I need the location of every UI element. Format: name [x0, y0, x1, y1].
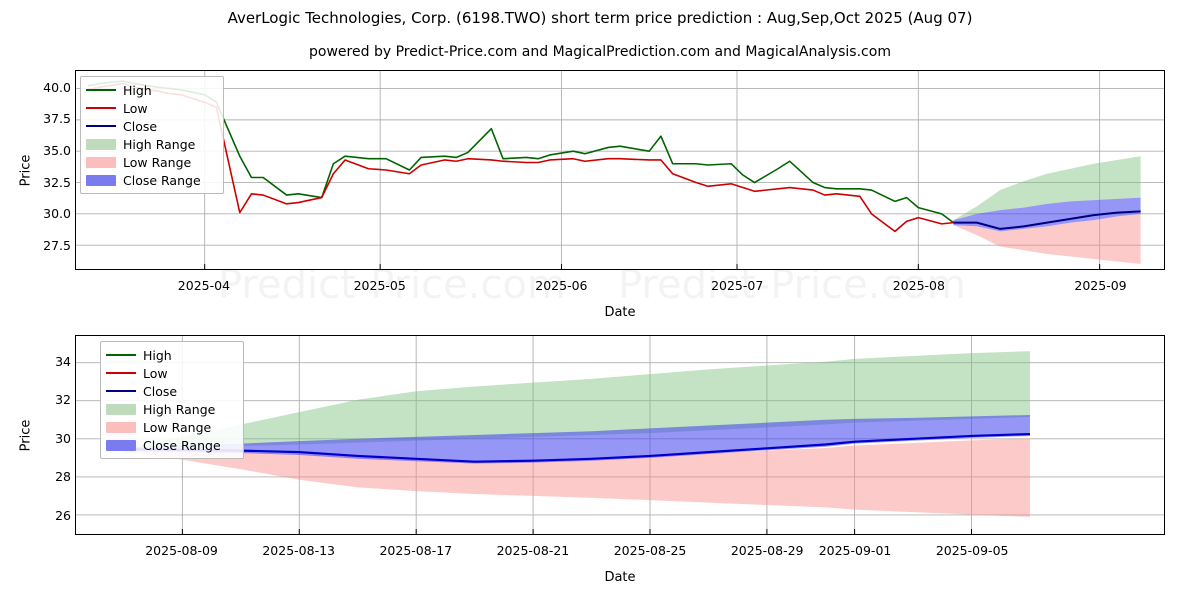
y-axis-tick: 34	[55, 353, 71, 369]
legend-item-close-range: Close Range	[86, 171, 216, 189]
x-axis-tick: 2025-04	[177, 278, 231, 293]
legend-item-close: Close	[86, 117, 216, 135]
y-axis-tick: 32.5	[43, 174, 71, 190]
x-axis-tick: 2025-08-25	[613, 543, 687, 558]
x-axis-label-bottom: Date	[604, 570, 636, 585]
legend-label: Close	[123, 118, 158, 134]
legend-label: Low	[143, 365, 168, 381]
forecast-detail-plot	[75, 335, 1165, 535]
legend-swatch-high-range-icon	[86, 139, 116, 150]
x-axis-tick: 2025-09-01	[818, 543, 892, 558]
y-axis-tick: 30	[55, 430, 71, 446]
x-axis-tick: 2025-09-05	[935, 543, 1009, 558]
legend-swatch-close-range-icon	[86, 175, 116, 186]
y-axis-tick: 26	[55, 507, 71, 523]
legend-label: Low Range	[123, 154, 192, 170]
x-axis-tick: 2025-09	[1074, 278, 1127, 293]
legend-swatch-high-icon	[106, 348, 136, 362]
legend-swatch-low-range-icon	[106, 422, 136, 433]
x-axis-tick: 2025-05	[353, 278, 406, 293]
legend-label: Low	[123, 100, 148, 116]
legend-item-high-range: High Range	[106, 400, 236, 418]
legend-label: High	[143, 347, 172, 363]
legend-bottom: High Low Close High Range Low Range Close Ran…	[100, 341, 244, 459]
legend-label: Low Range	[143, 419, 212, 435]
legend-item-close-range: Close Range	[106, 436, 236, 454]
y-axis-tick: 28	[55, 469, 71, 485]
legend-item-low: Low	[86, 99, 216, 117]
legend-swatch-low-icon	[86, 101, 116, 115]
legend-item-high-range: High Range	[86, 135, 216, 153]
page-title: AverLogic Technologies, Corp. (6198.TWO)…	[227, 9, 973, 27]
legend-label: Close Range	[123, 172, 201, 188]
legend-top: High Low Close High Range Low Range Close Ran…	[80, 76, 224, 194]
y-axis-tick: 35.0	[43, 143, 71, 158]
legend-label: High Range	[143, 401, 216, 417]
x-axis-tick: 2025-08-17	[379, 543, 453, 558]
legend-swatch-close-icon	[106, 384, 136, 398]
legend-item-high: High	[106, 346, 236, 364]
legend-item-low: Low	[106, 364, 236, 382]
y-axis-tick: 40.0	[43, 79, 71, 95]
overview-plot	[75, 70, 1165, 270]
legend-swatch-close-range-icon	[106, 440, 136, 451]
x-axis-tick: 2025-07	[711, 278, 764, 293]
x-axis-tick: 2025-08-13	[262, 543, 336, 558]
legend-label: Close	[143, 383, 178, 399]
legend-item-close: Close	[106, 382, 236, 400]
legend-item-high: High	[86, 81, 216, 99]
legend-item-low-range: Low Range	[86, 153, 216, 171]
legend-swatch-high-range-icon	[106, 404, 136, 415]
y-axis-tick: 32	[55, 392, 71, 408]
x-axis-label-top: Date	[604, 305, 636, 320]
legend-swatch-low-range-icon	[86, 157, 116, 168]
x-axis-tick: 2025-08	[892, 278, 945, 293]
x-axis-tick: 2025-08-09	[145, 543, 218, 558]
y-axis-tick: 30.0	[43, 206, 71, 222]
x-axis-tick: 2025-06	[535, 278, 588, 293]
x-axis-tick: 2025-08-21	[496, 543, 570, 558]
legend-swatch-high-icon	[86, 83, 116, 97]
legend-item-low-range: Low Range	[106, 418, 236, 436]
chart-subtitle: powered by Predict-Price.com and Magical…	[309, 44, 891, 60]
x-axis-tick: 2025-08-29	[730, 543, 804, 558]
legend-swatch-close-icon	[86, 119, 116, 133]
y-axis-tick: 27.5	[43, 237, 71, 253]
legend-label: Close Range	[143, 437, 221, 453]
legend-swatch-low-icon	[106, 366, 136, 380]
legend-label: High	[123, 82, 152, 98]
legend-label: High Range	[123, 136, 196, 152]
y-axis-tick: 37.5	[43, 111, 71, 127]
